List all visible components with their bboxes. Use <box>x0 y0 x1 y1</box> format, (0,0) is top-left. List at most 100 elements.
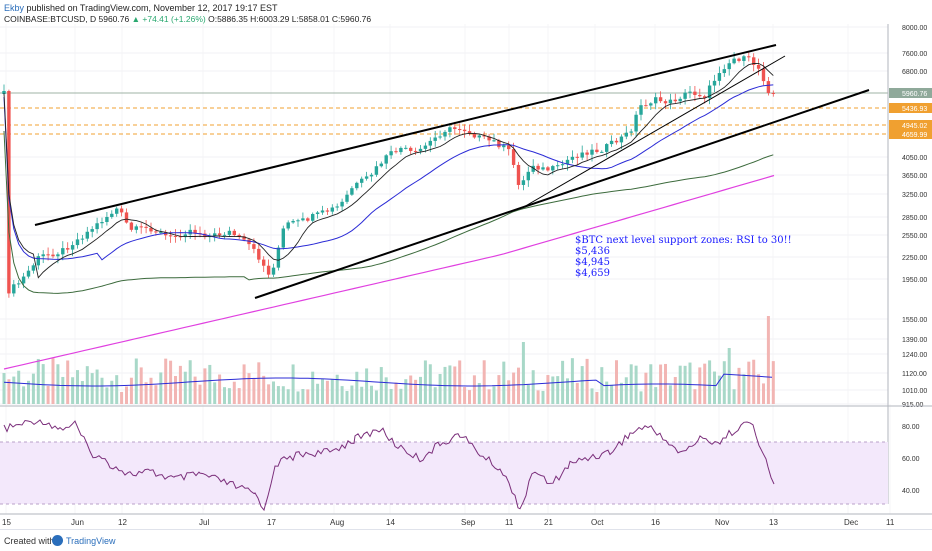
volume-bar <box>100 377 104 404</box>
candle-body <box>36 256 40 266</box>
candle-body <box>658 97 663 102</box>
tradingview-link[interactable]: TradingView <box>66 536 116 546</box>
candle-body <box>119 208 124 213</box>
volume-bar <box>218 374 222 404</box>
volume-bar <box>595 391 599 404</box>
candle-body <box>301 218 305 221</box>
volume-bar <box>291 364 295 404</box>
volume-bar <box>66 360 70 404</box>
volume-bar <box>95 369 99 404</box>
inner-trend-line[interactable] <box>521 55 786 209</box>
publish-info: Ekby published on TradingView.com, Novem… <box>4 3 278 13</box>
candle-body <box>619 136 624 143</box>
price-axis-labels: 8000.00 7600.00 6800.00 5960.76 5436.93 4945.… <box>889 25 932 409</box>
candle-body <box>668 99 673 104</box>
time-axis-label: Nov <box>715 518 729 527</box>
candle-body <box>433 137 437 141</box>
volume-bar <box>61 376 65 404</box>
volume-bar <box>394 382 398 404</box>
price-axis[interactable] <box>888 24 932 404</box>
volume-bar <box>497 375 501 404</box>
volume-bar <box>624 377 628 404</box>
candle-body <box>203 233 207 238</box>
candle-body <box>766 81 771 93</box>
volume-bar <box>419 376 422 404</box>
price-chart[interactable]: 8000.00 7600.00 6800.00 5960.76 5436.93 4945.… <box>0 24 932 529</box>
candle-body <box>95 223 99 230</box>
volume-bar <box>46 385 50 404</box>
volume-bar <box>301 389 305 404</box>
candle-body <box>605 144 609 152</box>
candle-body <box>56 254 60 257</box>
ma-mid-line <box>3 84 774 261</box>
candle-body <box>487 136 491 141</box>
volume-bar <box>477 383 481 404</box>
volume-bar <box>433 387 437 404</box>
volume-bar <box>139 367 143 404</box>
rsi-axis-label: 80.00 <box>902 424 920 431</box>
candle-body <box>546 167 550 171</box>
candle-body <box>703 96 707 99</box>
ohlc-values: O:5886.35 H:6003.29 L:5858.01 C:5960.76 <box>208 14 372 24</box>
volume-bar <box>737 367 741 404</box>
candle-body <box>257 248 261 260</box>
volume-bar <box>110 380 114 404</box>
volume-bar <box>365 368 369 404</box>
candle-body <box>139 226 143 228</box>
volume-bar <box>766 316 770 404</box>
volume-bar <box>521 342 525 404</box>
price-axis-label: 2850.00 <box>902 215 927 222</box>
volume-bar <box>316 383 320 404</box>
chart-annotation[interactable]: $BTC next level support zones: RSI to 30… <box>575 235 792 279</box>
candle-body <box>683 92 687 99</box>
symbol-info: COINBASE:BTCUSD, D 5960.76 ▲ +74.41 (+1.… <box>4 14 371 24</box>
time-axis-label: 21 <box>544 518 553 527</box>
candle-body <box>717 73 722 81</box>
tradingview-logo-icon <box>52 535 63 546</box>
candle-body <box>551 166 555 171</box>
channel-upper-line[interactable] <box>34 44 777 226</box>
volume-bar <box>585 358 589 404</box>
channel-lower-line[interactable] <box>254 89 870 299</box>
candle-body <box>722 69 726 74</box>
volume-bar <box>379 367 383 404</box>
candle-body <box>41 254 45 257</box>
volume-bar <box>272 381 275 404</box>
candle-body <box>742 56 746 61</box>
volume-bar <box>384 377 388 404</box>
volume-bar <box>414 379 418 404</box>
candle-body <box>663 101 668 104</box>
candle-body <box>296 220 300 222</box>
price-axis-label: 2550.00 <box>902 233 927 240</box>
time-axis-label: Jul <box>199 518 209 527</box>
candle-body <box>614 140 619 143</box>
candle-body <box>66 248 70 250</box>
volume-bar <box>463 387 467 404</box>
author-link[interactable]: Ekby <box>4 3 25 13</box>
candle-body <box>756 64 761 69</box>
candle-body <box>232 230 236 236</box>
volume-bar <box>281 386 285 404</box>
volume-bar <box>12 376 16 404</box>
volume-bar <box>213 382 217 404</box>
candle-body <box>46 254 50 256</box>
price-axis-tag-bg <box>889 88 932 98</box>
candle-body <box>340 201 344 207</box>
volume-bar <box>610 384 614 404</box>
volume-bar <box>330 379 334 404</box>
volume-bar <box>708 360 712 404</box>
volume-bar <box>262 375 266 404</box>
volume-bar <box>247 373 251 404</box>
candle-body <box>624 132 628 137</box>
volume-bar <box>36 358 40 404</box>
volume-bar <box>335 374 339 404</box>
volume-bar <box>698 367 702 404</box>
candle-body <box>90 229 94 232</box>
price-axis-label: 1240.00 <box>902 352 927 359</box>
candle-body <box>580 152 584 158</box>
price-axis-label: 3250.00 <box>902 192 927 199</box>
time-axis-label: Sep <box>461 518 476 527</box>
candle-body <box>497 140 501 148</box>
time-axis-label: 11 <box>886 518 895 527</box>
volume-bar <box>492 386 496 404</box>
